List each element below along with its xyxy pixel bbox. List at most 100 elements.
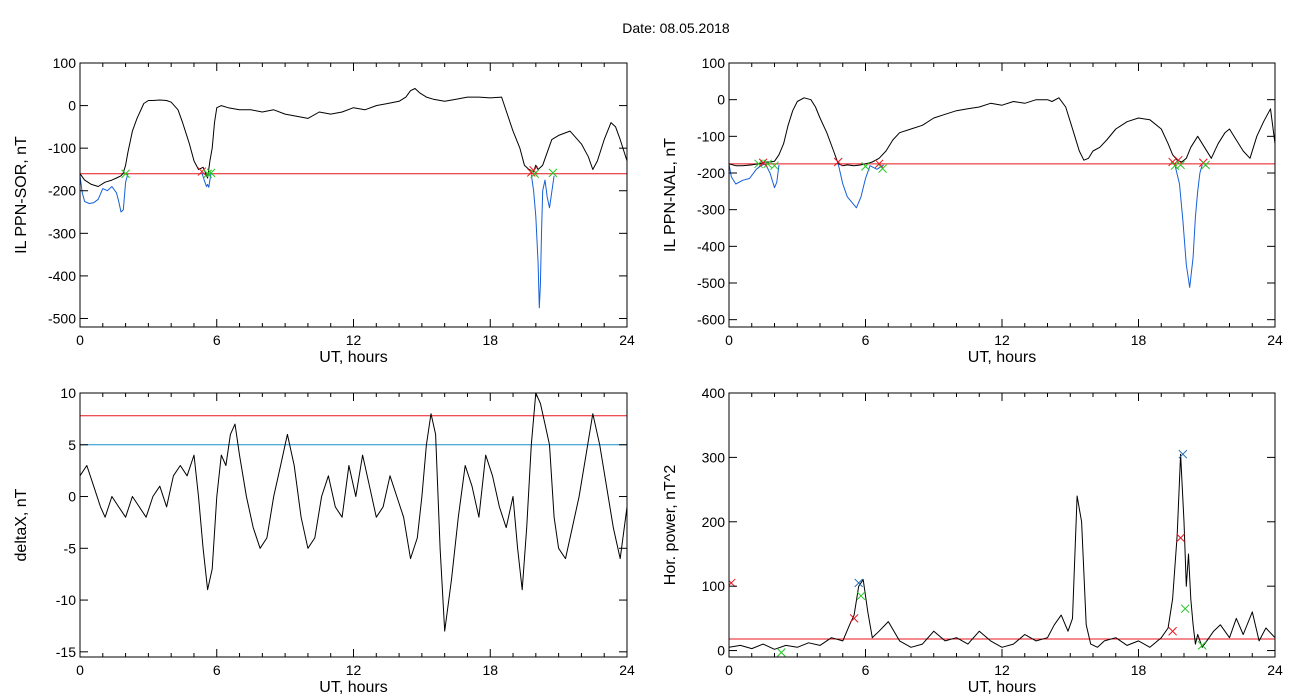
data-line bbox=[729, 97, 1275, 167]
x-tick-label: 24 bbox=[619, 332, 635, 348]
event-marker bbox=[548, 168, 558, 178]
highlight-segment bbox=[837, 163, 884, 209]
y-tick-label: 0 bbox=[68, 98, 76, 114]
x-tick-label: 12 bbox=[994, 662, 1010, 678]
y-tick-label: 0 bbox=[717, 643, 725, 659]
x-axis-title: UT, hours bbox=[319, 679, 387, 696]
x-tick-label: 12 bbox=[994, 332, 1010, 348]
y-tick-label: 300 bbox=[702, 449, 726, 465]
event-marker bbox=[1197, 641, 1207, 650]
x-tick-label: 24 bbox=[1267, 662, 1283, 678]
x-axis-title: UT, hours bbox=[968, 679, 1036, 696]
highlight-segment bbox=[1174, 164, 1203, 288]
y-axis-title: deltaX, nT bbox=[13, 488, 30, 561]
plot-area bbox=[80, 393, 627, 632]
y-tick-label: 400 bbox=[702, 385, 726, 401]
axis-frame bbox=[728, 62, 1276, 328]
x-tick-label: 0 bbox=[76, 662, 84, 678]
event-marker bbox=[206, 168, 216, 178]
y-tick-label: 10 bbox=[60, 385, 76, 401]
data-line bbox=[729, 453, 1275, 650]
highlight-segment bbox=[729, 163, 780, 189]
x-tick-label: 18 bbox=[1131, 662, 1147, 678]
panel-hor-power: 0 6 12 18 24 400 300 200 100 0 UT, hours Hor. power… bbox=[662, 385, 1283, 696]
event-marker bbox=[121, 169, 130, 179]
event-marker bbox=[763, 159, 773, 169]
y-tick-label: -10 bbox=[56, 592, 76, 608]
y-tick-label: 200 bbox=[702, 514, 726, 530]
event-marker bbox=[729, 578, 736, 588]
y-tick-label: -400 bbox=[48, 268, 76, 284]
x-tick-label: 6 bbox=[213, 662, 221, 678]
x-tick-label: 12 bbox=[346, 662, 362, 678]
y-tick-label: 5 bbox=[68, 437, 76, 453]
y-tick-label: -15 bbox=[56, 644, 76, 660]
y-tick-label: -300 bbox=[48, 225, 76, 241]
y-tick-label: -100 bbox=[48, 140, 76, 156]
y-axis-title: Hor. power, nT^2 bbox=[662, 465, 679, 586]
event-marker bbox=[1168, 626, 1177, 636]
x-tick-label: 6 bbox=[862, 662, 870, 678]
y-tick-label: 100 bbox=[53, 55, 77, 71]
event-marker bbox=[1176, 533, 1185, 543]
x-tick-label: 18 bbox=[1131, 332, 1147, 348]
plot-area bbox=[80, 88, 627, 309]
highlight-segment bbox=[530, 174, 555, 309]
y-axis-title: IL PPN-SOR, nT bbox=[13, 136, 30, 254]
plot-area bbox=[729, 449, 1275, 657]
x-axis-title: UT, hours bbox=[319, 349, 387, 366]
highlight-segment bbox=[201, 172, 212, 188]
x-tick-label: 0 bbox=[725, 662, 733, 678]
y-tick-label: 100 bbox=[702, 578, 726, 594]
event-marker bbox=[861, 162, 870, 171]
event-marker bbox=[770, 161, 779, 171]
event-marker bbox=[203, 169, 212, 179]
x-tick-label: 0 bbox=[725, 332, 733, 348]
event-marker bbox=[874, 159, 884, 169]
data-line bbox=[80, 88, 627, 187]
x-tick-label: 12 bbox=[346, 332, 362, 348]
panel-deltax: 0 6 12 18 24 10 5 0 -5 -10 -15 UT, hours deltaX, nT bbox=[13, 385, 635, 696]
y-tick-label: -500 bbox=[697, 275, 725, 291]
y-tick-label: -500 bbox=[48, 310, 76, 326]
x-tick-label: 24 bbox=[1267, 332, 1283, 348]
y-tick-label: 0 bbox=[68, 489, 76, 505]
event-marker bbox=[530, 169, 540, 179]
event-marker bbox=[529, 165, 538, 175]
x-tick-label: 0 bbox=[76, 332, 84, 348]
y-tick-label: -5 bbox=[64, 540, 77, 556]
y-tick-label: 100 bbox=[702, 55, 726, 71]
event-marker bbox=[1176, 160, 1185, 170]
event-marker bbox=[856, 591, 866, 601]
y-tick-label: -200 bbox=[48, 183, 76, 199]
panel-il-ppn-sor: 0 6 12 18 24 100 0 -100 -200 -300 -400 -500 UT, hour… bbox=[13, 55, 635, 366]
x-tick-label: 18 bbox=[482, 332, 498, 348]
event-marker bbox=[1178, 449, 1188, 459]
x-tick-label: 24 bbox=[619, 662, 635, 678]
y-tick-label: 0 bbox=[717, 92, 725, 108]
event-marker bbox=[1180, 604, 1190, 614]
panel-il-ppn-nal: 0 6 12 18 24 100 0 -100 -200 -300 -400 -500 -600 UT, … bbox=[662, 55, 1283, 366]
y-tick-label: -100 bbox=[697, 128, 725, 144]
y-tick-label: -200 bbox=[697, 165, 725, 181]
event-marker bbox=[878, 164, 887, 173]
event-marker bbox=[197, 167, 207, 176]
x-tick-label: 6 bbox=[862, 332, 870, 348]
axis-frame bbox=[728, 392, 1276, 658]
highlight-segment bbox=[80, 173, 129, 213]
event-marker bbox=[849, 614, 859, 623]
x-axis-title: UT, hours bbox=[968, 349, 1036, 366]
event-marker bbox=[776, 648, 786, 657]
axis-frame bbox=[79, 392, 628, 658]
x-tick-label: 6 bbox=[213, 332, 221, 348]
figure-date: Date: 08.05.2018 bbox=[622, 20, 730, 36]
event-marker bbox=[1173, 155, 1183, 165]
y-axis-title: IL PPN-NAL, nT bbox=[662, 138, 679, 252]
plot-area bbox=[729, 97, 1275, 288]
event-marker bbox=[833, 157, 843, 167]
y-tick-label: -600 bbox=[697, 312, 725, 328]
y-tick-label: -400 bbox=[697, 238, 725, 254]
y-tick-label: -300 bbox=[697, 202, 725, 218]
event-marker bbox=[1201, 160, 1210, 170]
